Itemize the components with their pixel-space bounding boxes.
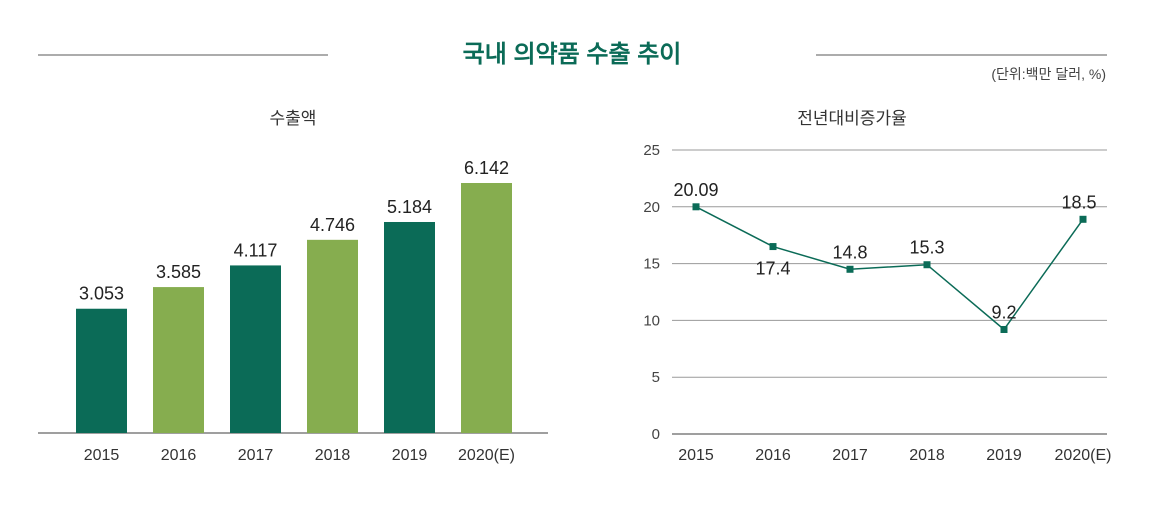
export-value-bar-chart: 수출액 3.053 2015 3.585 2016 4.117 2017 4.746 2018… [38, 109, 548, 464]
point-2018 [923, 261, 931, 269]
bar-2020(E) [461, 183, 512, 433]
point-2017 [846, 265, 854, 273]
y-tick-0: 0 [652, 426, 660, 443]
bar-2015 [76, 308, 127, 433]
bar-x-tick-2019: 2019 [392, 447, 428, 464]
bar-x-tick-2017: 2017 [238, 447, 274, 464]
line-x-tick-2018: 2018 [909, 447, 945, 464]
bar-x-tick-2015: 2015 [84, 447, 120, 464]
bar-2016 [153, 287, 204, 433]
bar-x-tick-2016: 2016 [161, 447, 197, 464]
line-x-tick-2020(E): 2020(E) [1055, 447, 1112, 464]
bar-2018 [307, 239, 358, 433]
point-value-label-2019: 9.2 [991, 302, 1016, 322]
bar-value-label-2017: 4.117 [234, 240, 278, 260]
bar-value-label-2019: 5.184 [387, 197, 432, 217]
y-tick-10: 10 [643, 312, 660, 329]
bar-x-tick-2018: 2018 [315, 447, 351, 464]
bar-x-tick-2020(E): 2020(E) [458, 447, 515, 464]
line-x-tick-2016: 2016 [755, 447, 791, 464]
point-value-label-2018: 15.3 [909, 238, 944, 258]
bar-value-label-2018: 4.746 [310, 215, 355, 235]
line-chart-title: 전년대비증가율 [797, 109, 906, 128]
growth-line-series [695, 206, 1084, 331]
line-x-tick-2015: 2015 [678, 447, 714, 464]
point-2019 [1000, 325, 1008, 333]
bar-chart-title: 수출액 [270, 109, 317, 128]
point-value-label-2020(E): 18.5 [1061, 192, 1096, 212]
bar-value-label-2015: 3.053 [79, 284, 124, 304]
main-title: 국내 의약품 수출 추이 [463, 41, 682, 68]
bar-2017 [230, 265, 281, 433]
point-value-label-2016: 17.4 [755, 259, 790, 279]
point-value-label-2017: 14.8 [832, 242, 867, 262]
line-x-tick-2017: 2017 [832, 447, 868, 464]
y-tick-15: 15 [643, 256, 660, 273]
point-2015 [692, 203, 700, 211]
bar-value-label-2016: 3.585 [156, 262, 201, 282]
point-value-label-2015: 20.09 [673, 180, 718, 200]
point-2016 [769, 243, 777, 251]
point-2020(E) [1079, 215, 1087, 223]
y-tick-5: 5 [652, 369, 660, 386]
unit-label: (단위:백만 달러, %) [991, 66, 1106, 82]
growth-rate-line-chart: 전년대비증가율 0 5 10 15 20 25 20.09 2015 17.4 2016 14.8 2… [643, 109, 1111, 464]
y-tick-20: 20 [643, 199, 660, 216]
bar-value-label-2020(E): 6.142 [464, 158, 509, 178]
line-x-tick-2019: 2019 [986, 447, 1022, 464]
y-tick-25: 25 [643, 142, 660, 159]
bar-2019 [384, 221, 435, 433]
